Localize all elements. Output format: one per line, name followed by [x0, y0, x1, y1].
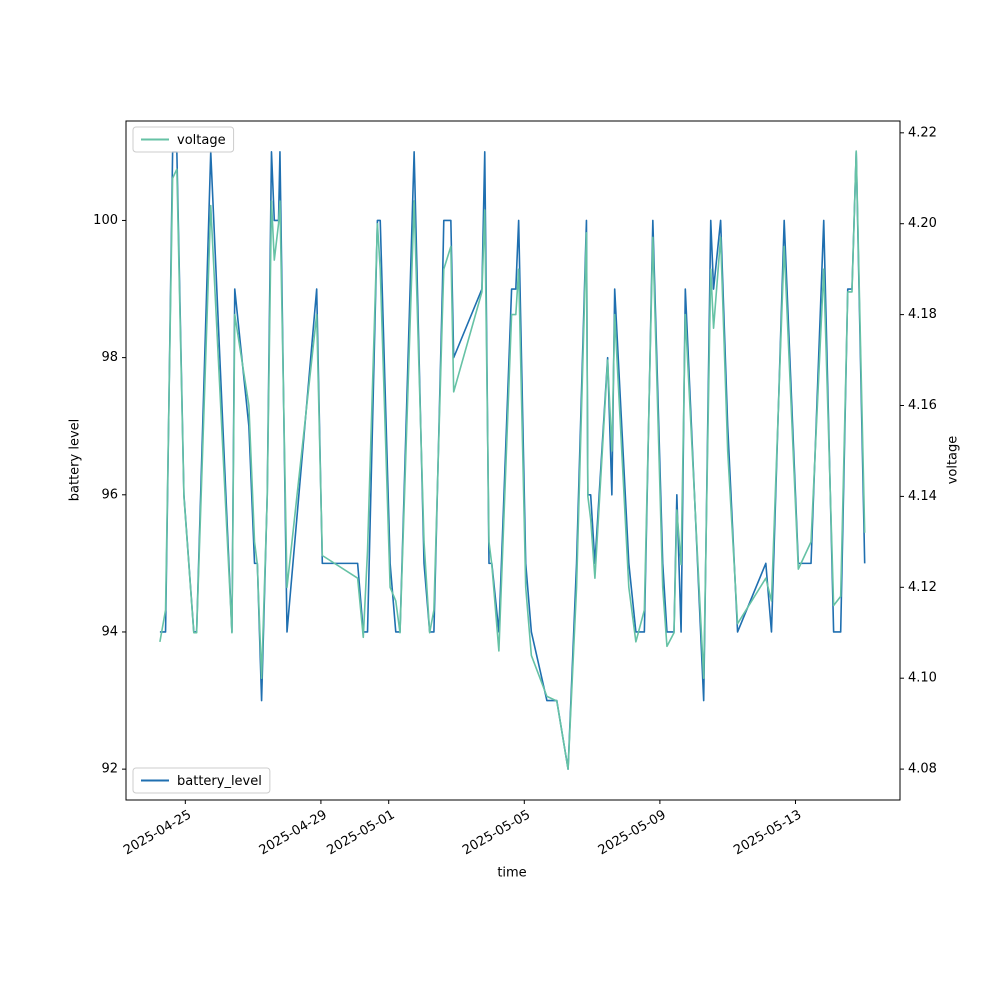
x-tick-label: 2025-04-29 [257, 808, 330, 859]
y2-tick-label: 4.20 [908, 216, 937, 231]
y2-tick-label: 4.16 [908, 398, 937, 413]
x-tick-label: 2025-05-05 [460, 808, 533, 859]
line-series [159, 151, 866, 770]
y-tick-label: 100 [93, 213, 118, 228]
x-tick-label: 2025-05-13 [731, 808, 804, 859]
y-axis-label: battery level [68, 419, 83, 502]
legend-label: voltage [177, 133, 226, 148]
y2-tick-label: 4.14 [908, 489, 937, 504]
y-tick-label: 92 [101, 762, 118, 777]
line-series [159, 150, 866, 770]
y-tick-label: 96 [101, 487, 118, 502]
x-tick-label: 2025-05-01 [325, 808, 398, 859]
legend-box [132, 767, 271, 794]
x-tick-label: 2025-05-09 [596, 808, 669, 859]
y2-tick-label: 4.10 [908, 671, 937, 686]
y-tick-label: 98 [101, 350, 118, 365]
x-axis-label: time [497, 866, 526, 881]
legend-label: battery_level [177, 774, 262, 789]
y2-tick-label: 4.18 [908, 307, 937, 322]
plot-frame [125, 120, 901, 801]
y-tick-label: 94 [101, 624, 118, 639]
x-tick-label: 2025-04-25 [121, 808, 194, 859]
y2-tick-label: 4.22 [908, 125, 937, 140]
y2-axis-label: voltage [946, 436, 961, 485]
y2-tick-label: 4.12 [908, 580, 937, 595]
y2-tick-label: 4.08 [908, 762, 937, 777]
legend-box [132, 126, 235, 153]
